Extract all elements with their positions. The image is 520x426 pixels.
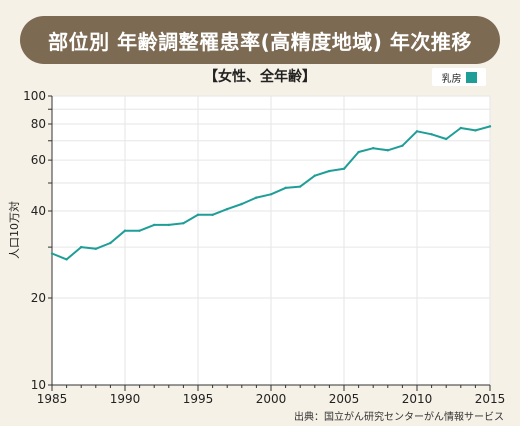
data-point bbox=[196, 213, 200, 217]
chart-subtitle: 【女性、全年齢】 bbox=[204, 69, 316, 85]
data-point bbox=[153, 223, 156, 227]
x-tick-label: 1985 bbox=[37, 392, 68, 406]
x-tick-label: 2005 bbox=[329, 392, 360, 406]
y-tick-label: 40 bbox=[31, 204, 46, 218]
line-layer bbox=[50, 125, 492, 261]
data-point bbox=[474, 129, 477, 132]
legend-label: 乳房 bbox=[441, 73, 462, 85]
data-point bbox=[459, 126, 462, 130]
chart-title: 部位別 年齢調整罹患率(高精度地域) 年次推移 bbox=[48, 29, 472, 54]
data-point bbox=[255, 196, 258, 199]
data-point bbox=[65, 258, 68, 261]
data-point bbox=[211, 213, 214, 217]
data-point bbox=[299, 185, 302, 188]
data-point bbox=[415, 130, 419, 133]
data-point bbox=[372, 146, 375, 150]
y-tick-label: 60 bbox=[31, 153, 46, 167]
data-point bbox=[50, 252, 54, 255]
data-point bbox=[269, 193, 273, 196]
x-tick-label: 2010 bbox=[402, 392, 433, 406]
data-point bbox=[445, 137, 448, 141]
data-point bbox=[313, 174, 316, 177]
title-banner: 部位別 年齢調整罹患率(高精度地域) 年次推移 bbox=[20, 16, 500, 64]
data-point bbox=[386, 149, 389, 152]
data-point bbox=[488, 125, 492, 128]
data-point bbox=[430, 133, 433, 136]
y-tick-label: 10 bbox=[31, 378, 46, 392]
data-point bbox=[80, 245, 83, 249]
data-point bbox=[182, 221, 185, 225]
y-tick-label: 20 bbox=[31, 291, 46, 305]
data-point bbox=[123, 229, 127, 232]
x-tick-label: 1990 bbox=[110, 392, 141, 406]
legend-swatch bbox=[465, 71, 477, 83]
tick-label-layer: 10 20 40 60 80 100 1985 1990 1995 2000 2005 2010 201… bbox=[23, 89, 505, 406]
data-point bbox=[401, 144, 404, 147]
source-note: 出典：国立がん研究センターがん情報サービス bbox=[294, 412, 504, 423]
data-point bbox=[109, 241, 112, 245]
data-point bbox=[328, 169, 331, 173]
data-point bbox=[284, 186, 287, 190]
data-point bbox=[167, 223, 170, 227]
x-tick-label: 2000 bbox=[256, 392, 287, 406]
data-point bbox=[240, 202, 243, 206]
axis-layer bbox=[48, 95, 491, 391]
y-tick-label: 80 bbox=[31, 117, 46, 131]
data-point bbox=[94, 247, 98, 250]
data-point bbox=[342, 167, 346, 170]
data-point bbox=[357, 150, 360, 154]
legend: 乳房 bbox=[432, 68, 486, 86]
x-tick-label: 1995 bbox=[183, 392, 214, 406]
data-point bbox=[226, 207, 229, 211]
data-point bbox=[138, 229, 141, 232]
x-tick-label: 2015 bbox=[475, 392, 506, 406]
y-tick-label: 100 bbox=[23, 89, 46, 103]
